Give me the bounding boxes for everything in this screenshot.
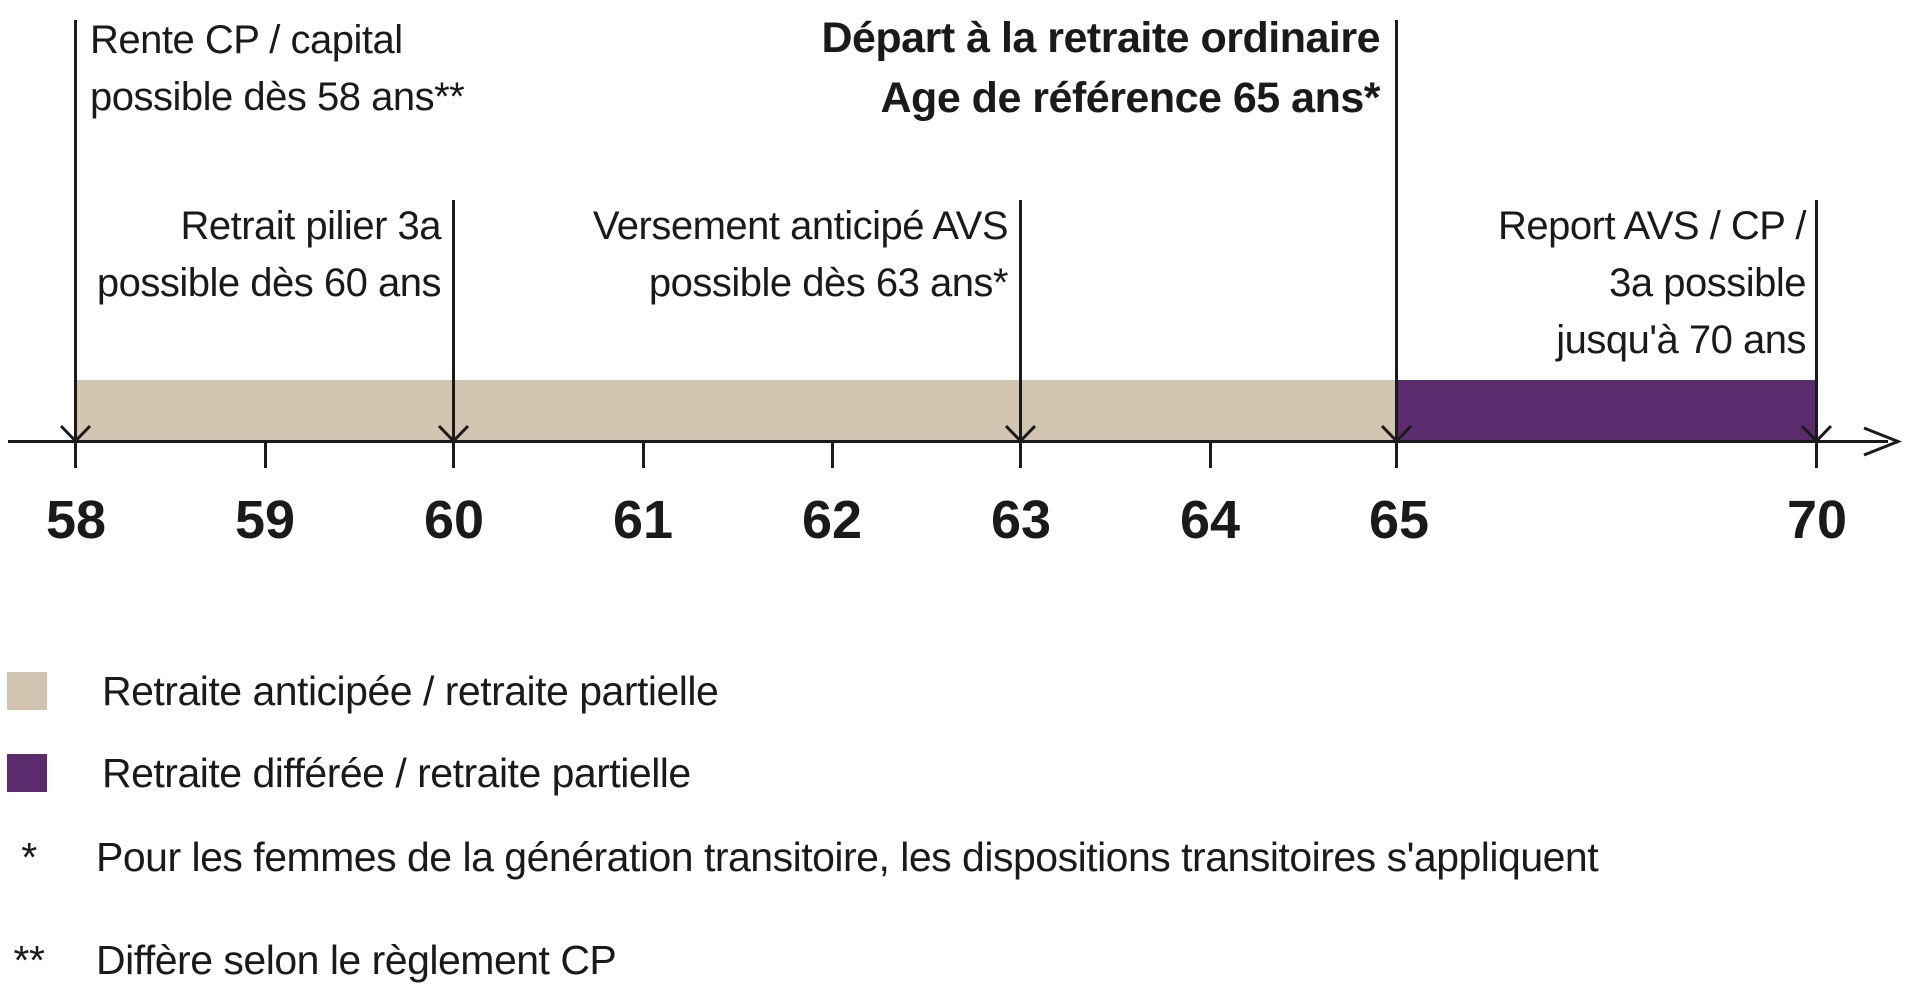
axis-tick-label-70: 70 (1787, 490, 1847, 550)
age-70-down-arrow-icon (1800, 424, 1833, 444)
footnote-1-marker: * (21, 834, 37, 880)
age-58-down-arrow-icon (59, 424, 92, 444)
legend-label-early-retirement: Retraite anticipée / retraite partielle (102, 668, 719, 714)
legend-swatch-deferred-retirement (7, 754, 47, 792)
axis-tick-label-60: 60 (424, 490, 484, 550)
page-title-line-1: Départ à la retraite ordinaire (821, 14, 1380, 62)
age-60-down-arrow-icon (437, 424, 470, 444)
annotation-age-58-line-2: possible dès 58 ans** (90, 75, 465, 119)
footnote-2-marker: ** (13, 937, 45, 983)
axis-tick-label-58: 58 (46, 490, 106, 550)
page-title-line-2: Age de référence 65 ans* (880, 74, 1381, 122)
axis-tick-label-62: 62 (802, 490, 862, 550)
legend-swatch-early-retirement (7, 672, 47, 710)
axis-tick-label-63: 63 (991, 490, 1051, 550)
annotation-age-70-line-3: jusqu'à 70 ans (1556, 318, 1806, 362)
timeline-graphic: 58 59 60 61 62 63 64 65 70 (8, 20, 1903, 550)
annotation-age-70: Report AVS / CP / 3a possible jusqu'à 70… (1498, 198, 1806, 369)
age-63-down-arrow-icon (1004, 424, 1037, 444)
deferred-retirement-bar (1397, 380, 1817, 441)
axis-tick-label-65: 65 (1369, 490, 1429, 550)
annotation-age-63: Versement anticipé AVS possible dès 63 a… (592, 198, 1009, 312)
footnote-2-text: Diffère selon le règlement CP (96, 937, 617, 983)
early-retirement-bar (76, 380, 1397, 441)
annotation-age-58-line-1: Rente CP / capital (90, 18, 403, 62)
legend-label-deferred-retirement: Retraite différée / retraite partielle (102, 750, 691, 796)
axis-tick-label-64: 64 (1180, 490, 1240, 550)
annotation-age-70-line-2: 3a possible (1609, 261, 1806, 305)
annotation-age-70-line-1: Report AVS / CP / (1498, 204, 1806, 248)
annotation-age-63-line-2: possible dès 63 ans* (648, 261, 1009, 305)
annotation-age-58: Rente CP / capital possible dès 58 ans** (90, 12, 465, 126)
footnote-1-text: Pour les femmes de la génération transit… (96, 834, 1599, 880)
annotation-age-63-line-1: Versement anticipé AVS (592, 204, 1009, 248)
axis-arrow-icon (1863, 426, 1903, 457)
age-65-down-arrow-icon (1380, 424, 1413, 444)
axis-tick-label-61: 61 (613, 490, 673, 550)
annotation-age-60-line-2: possible dès 60 ans (96, 261, 442, 305)
page-title: Départ à la retraite ordinaire Age de ré… (821, 8, 1380, 128)
annotation-age-60: Retrait pilier 3a possible dès 60 ans (96, 198, 442, 312)
annotation-age-60-line-1: Retrait pilier 3a (180, 204, 441, 248)
axis-tick-label-59: 59 (235, 490, 295, 550)
